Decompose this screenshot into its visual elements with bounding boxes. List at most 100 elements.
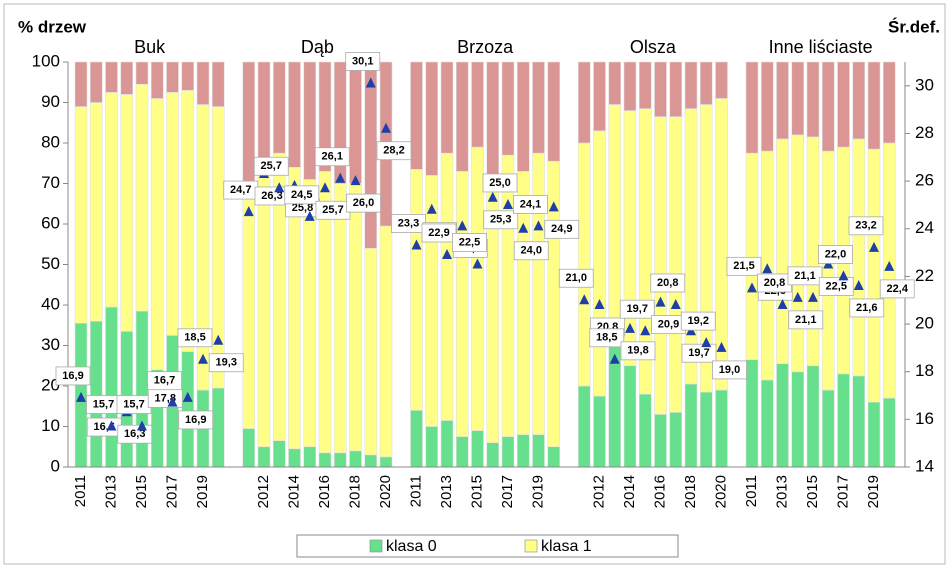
bar-segment bbox=[364, 61, 378, 249]
data-label: 20,8 bbox=[657, 277, 678, 289]
bar-segment bbox=[349, 61, 362, 184]
bar-segment bbox=[257, 173, 271, 448]
y2-tick-label: 30 bbox=[915, 75, 934, 94]
bar-segment bbox=[852, 61, 866, 140]
x-tick-label: 2019 bbox=[865, 475, 882, 508]
bar-segment bbox=[867, 61, 881, 150]
data-label-box bbox=[178, 410, 214, 430]
bar-segment bbox=[699, 61, 713, 105]
x-tick-label: 2011 bbox=[72, 475, 89, 507]
bar-segment bbox=[532, 434, 545, 468]
bar-segment bbox=[486, 61, 500, 178]
y2-axis-title: Śr.def. bbox=[888, 17, 940, 36]
bar-segment bbox=[333, 183, 347, 454]
bar-segment bbox=[181, 90, 195, 352]
bar-segment bbox=[501, 61, 515, 156]
data-label: 21,0 bbox=[566, 272, 587, 284]
x-tick-label: 2013 bbox=[773, 475, 790, 508]
bar-segment bbox=[791, 371, 805, 468]
bar-segment bbox=[105, 306, 118, 468]
y-tick-label: 40 bbox=[41, 294, 60, 313]
data-label-box bbox=[345, 52, 381, 71]
bar-segment bbox=[379, 456, 393, 468]
bar-segment bbox=[410, 169, 423, 411]
data-label-box bbox=[513, 241, 549, 261]
bar-segment bbox=[501, 154, 515, 437]
y-tick-label: 0 bbox=[51, 456, 60, 475]
y2-tick-label: 26 bbox=[915, 171, 934, 190]
bar-segment bbox=[120, 94, 134, 332]
bar-segment bbox=[684, 61, 698, 109]
bar-segment bbox=[74, 106, 88, 324]
bar-segment bbox=[89, 102, 103, 322]
data-label: 21,5 bbox=[733, 260, 754, 272]
data-label: 25,3 bbox=[490, 214, 511, 226]
bar-segment bbox=[471, 430, 484, 468]
bar-segment bbox=[410, 409, 423, 468]
bar-segment bbox=[455, 171, 469, 437]
x-tick-label: 2016 bbox=[651, 475, 668, 508]
x-tick-label: 2017 bbox=[499, 475, 516, 508]
bar-segment bbox=[211, 387, 225, 468]
bar-segment bbox=[211, 106, 225, 389]
y-tick-label: 90 bbox=[41, 92, 60, 111]
bar-segment bbox=[669, 412, 683, 468]
bar-segment bbox=[455, 436, 469, 468]
y2-tick-label: 22 bbox=[915, 266, 934, 285]
y2-tick-label: 24 bbox=[915, 218, 934, 237]
data-label: 18,5 bbox=[596, 332, 617, 344]
bar-segment bbox=[791, 61, 805, 136]
marker bbox=[442, 248, 452, 259]
bar-segment bbox=[288, 61, 301, 168]
group-label: Brzoza bbox=[457, 37, 514, 57]
x-tick-label: 2017 bbox=[834, 475, 851, 508]
data-label-box bbox=[147, 371, 182, 391]
data-label: 20,8 bbox=[764, 277, 785, 289]
bar-segment bbox=[776, 61, 789, 140]
bar-segment bbox=[135, 61, 149, 85]
data-label: 24,1 bbox=[520, 198, 541, 210]
bar-segment bbox=[272, 61, 286, 154]
bar-segment bbox=[760, 379, 774, 468]
bar-segment bbox=[105, 61, 118, 93]
x-tick-label: 2014 bbox=[285, 475, 302, 508]
legend-label: klasa 1 bbox=[541, 538, 592, 555]
bar-segment bbox=[425, 61, 439, 176]
bar-segment bbox=[440, 61, 454, 154]
marker bbox=[640, 325, 651, 336]
y-tick-label: 30 bbox=[41, 335, 60, 354]
marker bbox=[365, 77, 376, 88]
bar-segment bbox=[242, 61, 256, 186]
bar-segment bbox=[196, 104, 210, 391]
data-label-box bbox=[284, 185, 320, 205]
bar-segment bbox=[593, 395, 606, 468]
x-tick-label: 2012 bbox=[255, 475, 272, 508]
data-label-box bbox=[177, 328, 213, 348]
bar-segment bbox=[837, 61, 850, 148]
bar-segment bbox=[532, 61, 545, 154]
bar-segment bbox=[257, 446, 271, 468]
data-label: 15,7 bbox=[123, 398, 144, 410]
data-label: 16,9 bbox=[62, 370, 83, 382]
data-label-box bbox=[376, 141, 412, 161]
x-tick-label: 2011 bbox=[407, 475, 424, 507]
bar-segment bbox=[318, 452, 332, 468]
bar-segment bbox=[257, 61, 271, 174]
data-label-box bbox=[680, 311, 716, 331]
bar-segment bbox=[821, 150, 835, 391]
data-label-box bbox=[513, 194, 548, 214]
y2-tick-label: 28 bbox=[915, 123, 934, 142]
bar-segment bbox=[135, 310, 149, 468]
bar-segment bbox=[425, 426, 439, 468]
data-label-box bbox=[589, 328, 625, 348]
data-label-box bbox=[849, 298, 885, 318]
data-label: 24,5 bbox=[291, 189, 312, 201]
marker bbox=[381, 122, 391, 133]
x-tick-label: 2012 bbox=[590, 475, 607, 508]
data-label: 22,4 bbox=[887, 283, 909, 295]
marker bbox=[137, 420, 147, 431]
data-label: 18,5 bbox=[184, 332, 205, 344]
bar-segment bbox=[776, 363, 789, 468]
marker bbox=[777, 299, 788, 309]
